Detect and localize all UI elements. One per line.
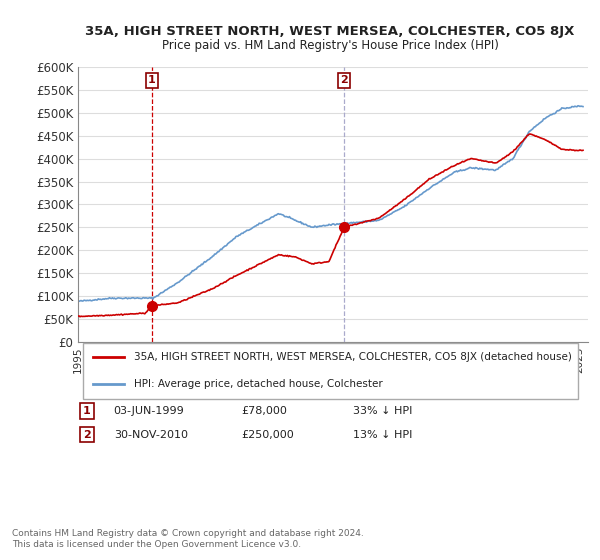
Text: Price paid vs. HM Land Registry's House Price Index (HPI): Price paid vs. HM Land Registry's House …: [161, 39, 499, 52]
Text: 33% ↓ HPI: 33% ↓ HPI: [353, 406, 413, 416]
Text: 13% ↓ HPI: 13% ↓ HPI: [353, 430, 413, 440]
Text: 35A, HIGH STREET NORTH, WEST MERSEA, COLCHESTER, CO5 8JX (detached house): 35A, HIGH STREET NORTH, WEST MERSEA, COL…: [134, 352, 572, 362]
Text: 2: 2: [340, 76, 348, 86]
Text: 2: 2: [83, 430, 91, 440]
Text: £78,000: £78,000: [241, 406, 287, 416]
Text: 30-NOV-2010: 30-NOV-2010: [114, 430, 188, 440]
Text: 35A, HIGH STREET NORTH, WEST MERSEA, COLCHESTER, CO5 8JX: 35A, HIGH STREET NORTH, WEST MERSEA, COL…: [85, 25, 575, 38]
Text: Contains HM Land Registry data © Crown copyright and database right 2024.
This d: Contains HM Land Registry data © Crown c…: [12, 529, 364, 549]
Text: 03-JUN-1999: 03-JUN-1999: [114, 406, 184, 416]
Text: 1: 1: [83, 406, 91, 416]
Text: 1: 1: [148, 76, 156, 86]
Text: £250,000: £250,000: [241, 430, 294, 440]
Text: HPI: Average price, detached house, Colchester: HPI: Average price, detached house, Colc…: [134, 379, 383, 389]
FancyBboxPatch shape: [83, 343, 578, 399]
